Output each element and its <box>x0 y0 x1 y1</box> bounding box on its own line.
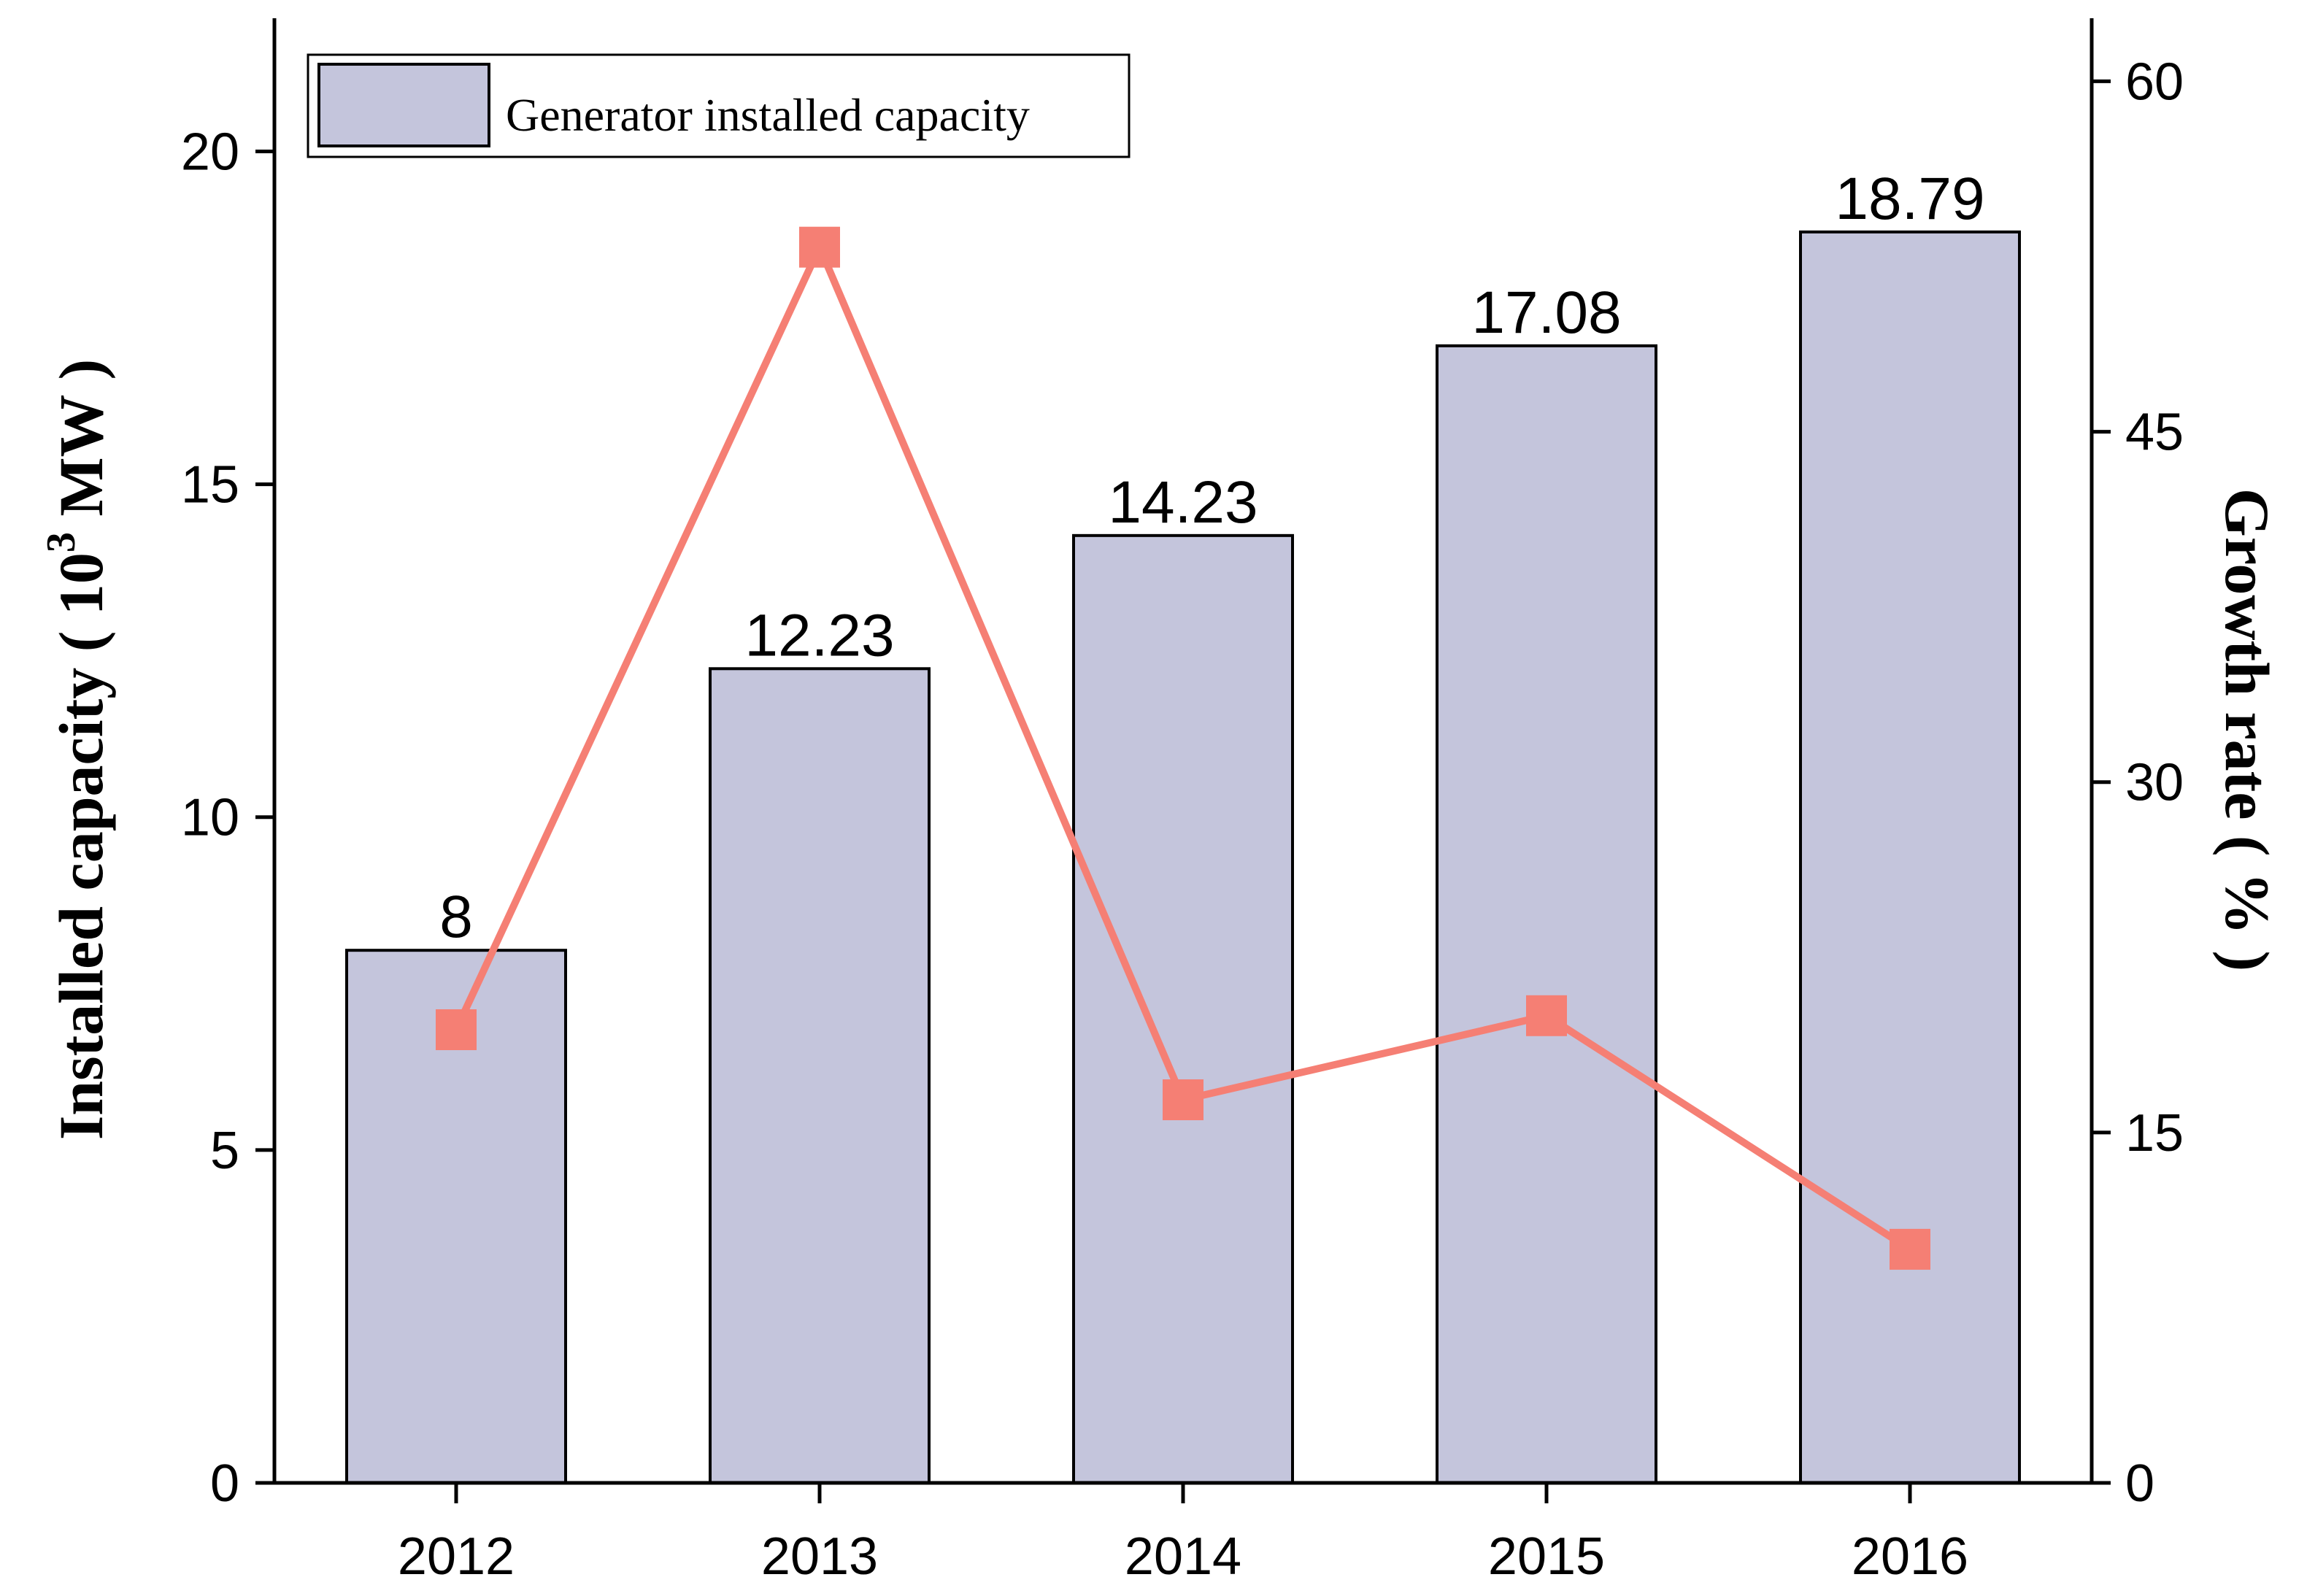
right-tick-label-45: 45 <box>2125 404 2184 462</box>
bar-series <box>345 230 2021 1485</box>
left-tick-label-0: 0 <box>210 1454 239 1513</box>
right-tick-label-60: 60 <box>2125 53 2184 111</box>
bar-2015 <box>1436 344 1657 1485</box>
x-tick-label-2013: 2013 <box>761 1527 878 1586</box>
bar-2013 <box>709 667 931 1485</box>
bar-label-2016: 18.79 <box>1835 166 1984 232</box>
x-tick-label-2012: 2012 <box>398 1527 515 1586</box>
bar-2014 <box>1072 533 1294 1484</box>
bar-label-2015: 17.08 <box>1471 280 1621 346</box>
legend-label: Generator installed capacity <box>506 89 1030 141</box>
legend-swatch <box>317 63 490 147</box>
x-tick-label-2014: 2014 <box>1125 1527 1241 1586</box>
legend: Generator installed capacity <box>307 53 1131 158</box>
left-tick-label-15: 15 <box>181 456 239 514</box>
right-tick-label-0: 0 <box>2125 1454 2154 1513</box>
growth-marker-2016 <box>1890 1228 1930 1270</box>
growth-marker-2013 <box>799 226 840 268</box>
bar-label-2014: 14.23 <box>1108 469 1258 536</box>
right-tick-label-15: 15 <box>2125 1104 2184 1163</box>
growth-marker-2012 <box>436 1009 477 1051</box>
growth-marker-2015 <box>1526 995 1567 1036</box>
left-tick-label-20: 20 <box>181 123 239 181</box>
axis-ticks: 0 5 10 15 20 0 15 30 45 60 2012 2013 2014 2015 2016 <box>181 53 2184 1586</box>
x-tick-label-2015: 2015 <box>1488 1527 1605 1586</box>
right-tick-label-30: 30 <box>2125 754 2184 812</box>
bar-2016 <box>1799 230 2021 1484</box>
y-axis-title-left: Installed capacity ( 103 MW ) <box>39 359 116 1140</box>
bar-label-2013: 12.23 <box>744 602 894 668</box>
left-tick-label-10: 10 <box>181 789 239 847</box>
left-tick-label-5: 5 <box>210 1122 239 1180</box>
growth-marker-2014 <box>1163 1079 1203 1121</box>
bar-data-labels: 8 12.23 14.23 17.08 18.79 <box>439 166 1984 950</box>
y-axis-title-right: Growth rate ( % ) <box>2212 488 2282 971</box>
growth-rate-series <box>436 226 1930 1270</box>
bar-label-2012: 8 <box>439 884 473 950</box>
x-tick-label-2016: 2016 <box>1852 1527 1968 1586</box>
